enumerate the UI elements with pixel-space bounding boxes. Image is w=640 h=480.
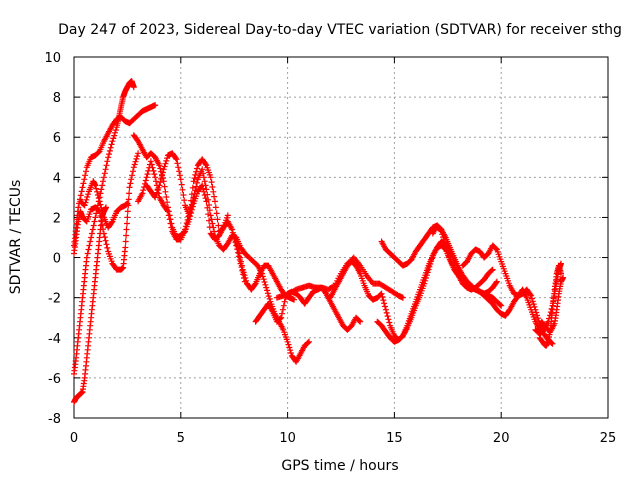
y-tick-labels: -8 -6 -4 -2 0 2 4 6 8 10 <box>44 51 61 427</box>
y-tick-label: 8 <box>53 91 61 106</box>
y-axis-label: SDTVAR / TECUs <box>8 180 24 295</box>
grid <box>74 57 608 418</box>
x-axis-label: GPS time / hours <box>281 458 398 474</box>
data-series <box>71 78 567 405</box>
series-prn-e <box>77 178 131 231</box>
x-tick-label: 5 <box>177 431 185 446</box>
y-tick-label: -8 <box>48 412 61 427</box>
series-prn-s <box>538 274 567 335</box>
y-tick-label: 0 <box>53 252 61 267</box>
y-tick-label: -6 <box>48 372 61 387</box>
axis-ticks <box>73 56 609 419</box>
series-markers <box>71 150 142 273</box>
y-tick-label: -4 <box>48 332 61 347</box>
chart-title: Day 247 of 2023, Sidereal Day-to-day VTE… <box>58 22 622 38</box>
x-tick-label: 15 <box>386 431 403 446</box>
series-markers <box>77 178 131 231</box>
y-tick-label: 10 <box>44 51 61 66</box>
y-tick-label: -2 <box>48 292 61 307</box>
x-tick-label: 0 <box>70 431 78 446</box>
series-markers <box>538 274 567 335</box>
x-tick-labels: 0 5 10 15 20 25 <box>70 431 616 446</box>
x-tick-label: 20 <box>493 431 510 446</box>
series-prn-d <box>71 150 142 273</box>
y-tick-label: 4 <box>53 171 61 186</box>
x-tick-label: 10 <box>279 431 296 446</box>
y-tick-label: 2 <box>53 211 61 226</box>
y-tick-label: 6 <box>53 131 61 146</box>
x-tick-label: 25 <box>600 431 617 446</box>
